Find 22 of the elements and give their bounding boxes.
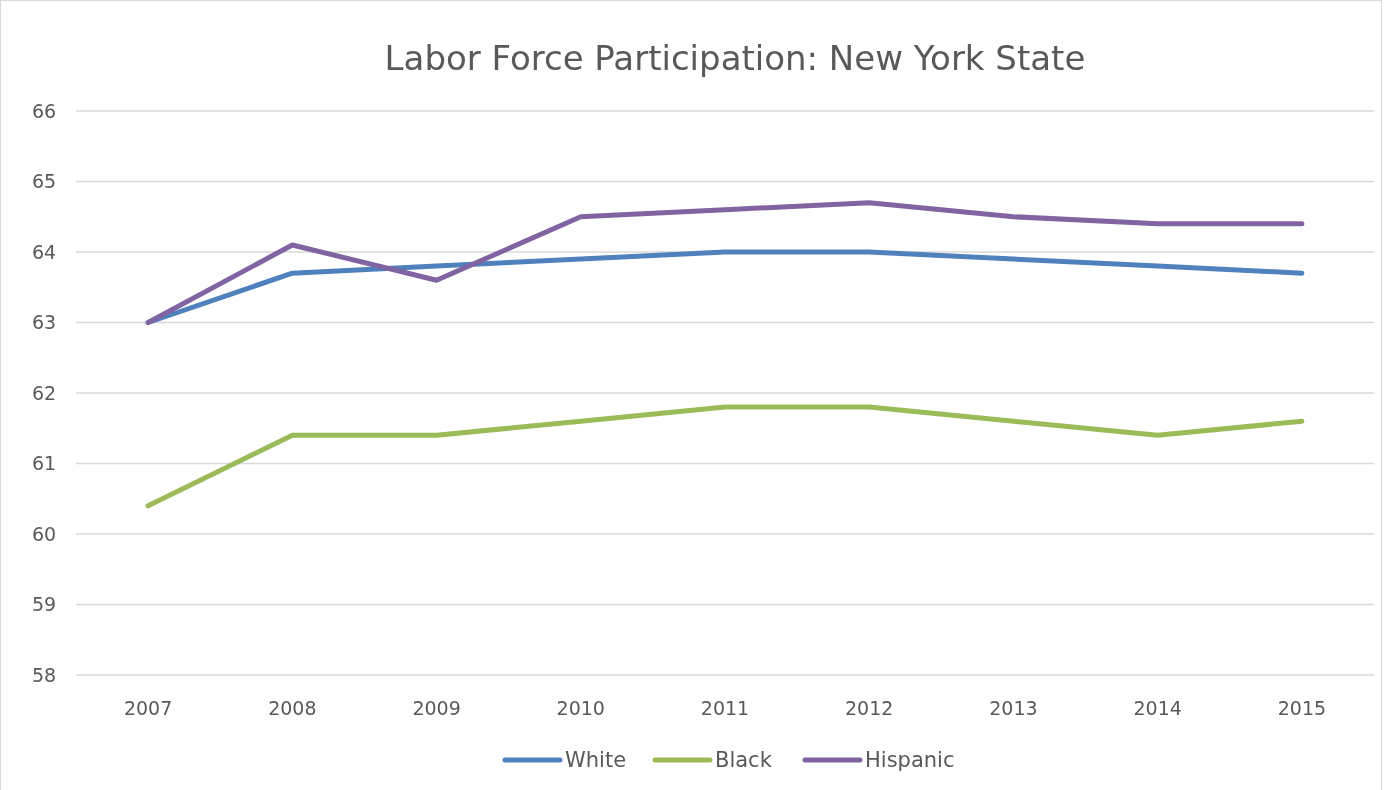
x-tick-label: 2013 [989, 697, 1038, 719]
x-tick-label: 2011 [700, 697, 750, 719]
y-tick-label: 58 [31, 663, 57, 686]
legend-label: Black [715, 748, 773, 773]
x-tick-label: 2012 [845, 697, 894, 719]
x-tick-label: 2007 [123, 697, 173, 719]
x-tick-label: 2009 [412, 697, 461, 719]
y-tick-label: 59 [31, 593, 57, 616]
y-tick-label: 66 [31, 99, 57, 122]
y-tick-label: 61 [31, 452, 57, 475]
x-tick-label: 2014 [1133, 697, 1182, 719]
y-tick-label: 60 [31, 522, 57, 545]
y-tick-label: 63 [31, 311, 57, 334]
y-tick-label: 64 [31, 240, 57, 263]
chart-title: Labor Force Participation: New York State [384, 38, 1086, 78]
legend-label: Hispanic [865, 748, 955, 773]
legend-label: White [565, 748, 627, 773]
y-tick-label: 65 [31, 170, 57, 193]
x-tick-label: 2015 [1277, 697, 1327, 719]
x-tick-label: 2010 [556, 697, 605, 719]
x-tick-label: 2008 [268, 697, 317, 719]
y-tick-label: 62 [31, 381, 57, 404]
